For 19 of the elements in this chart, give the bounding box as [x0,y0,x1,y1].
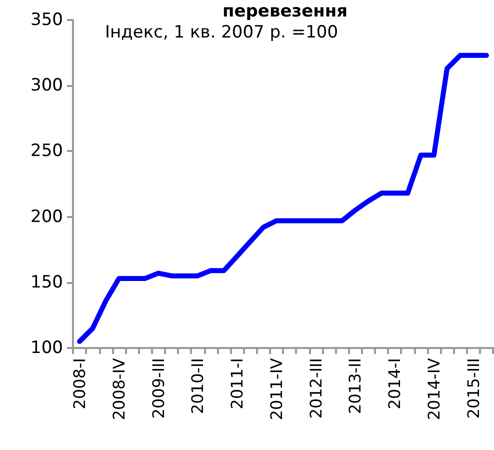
y-tick-label: 100 [30,338,63,358]
chart-title: перевезення [222,2,348,22]
y-tick-label: 350 [30,10,63,30]
x-tick-label: 2008-IV [109,358,128,420]
x-tick-label: 2014-I [385,358,404,410]
x-tick-label: 2011-I [228,358,247,410]
x-tick-label: 2008-I [70,358,90,410]
y-tick-label: 150 [30,272,63,292]
chart-subtitle: Індекс, 1 кв. 2007 р. =100 [105,22,338,42]
x-tick-label: 2009-III [148,358,168,419]
y-tick-label: 300 [30,76,63,96]
x-tick-label: 2011-IV [266,358,286,420]
x-tick-label: 2015-III [464,358,483,419]
x-tick-label: 2013-II [346,358,365,414]
x-tick-label: 2014-IV [424,358,444,420]
x-tick-label: 2012-III [306,358,326,419]
y-tick-label: 200 [30,206,63,227]
y-tick-label: 250 [30,141,63,162]
x-tick-label: 2010-II [188,358,208,414]
